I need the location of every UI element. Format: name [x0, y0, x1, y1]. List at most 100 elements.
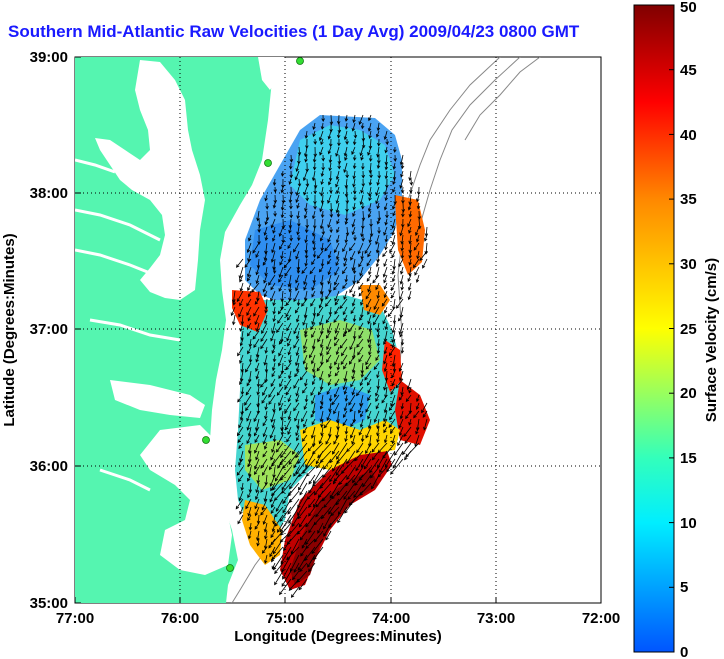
- velocity-arrow: [289, 154, 294, 163]
- velocity-arrow: [279, 378, 284, 388]
- velocity-arrow: [263, 314, 268, 325]
- velocity-arrow: [256, 210, 260, 222]
- velocity-arrow: [285, 386, 292, 396]
- velocity-arrow: [338, 498, 348, 516]
- velocity-arrow: [405, 394, 412, 403]
- velocity-arrow: [240, 330, 244, 341]
- velocity-arrow: [311, 538, 324, 555]
- velocity-arrow: [270, 378, 276, 387]
- velocity-arrow: [336, 442, 348, 460]
- velocity-arrow: [294, 410, 300, 422]
- velocity-arrow: [289, 162, 293, 170]
- velocity-arrow: [311, 282, 316, 291]
- velocity-arrow: [326, 322, 332, 334]
- velocity-arrow: [275, 466, 284, 482]
- velocity-arrow: [392, 202, 396, 210]
- velocity-arrow: [301, 434, 308, 442]
- velocity-arrow: [329, 210, 334, 218]
- velocity-arrow: [311, 314, 316, 326]
- velocity-arrow: [334, 330, 340, 341]
- colorbar-tick-label: 45: [680, 62, 697, 79]
- velocity-arrow: [400, 162, 405, 170]
- velocity-arrow: [247, 474, 252, 482]
- colorbar-tick-label: 20: [680, 385, 697, 402]
- velocity-arrow: [244, 394, 252, 406]
- velocity-arrow: [337, 162, 341, 170]
- velocity-arrow: [254, 442, 260, 454]
- velocity-arrow: [423, 418, 428, 431]
- velocity-arrow: [301, 410, 308, 423]
- velocity-arrow: [271, 242, 276, 254]
- velocity-arrow: [400, 346, 405, 354]
- velocity-arrow: [367, 386, 372, 394]
- velocity-arrow: [356, 274, 364, 284]
- velocity-arrow: [391, 234, 396, 246]
- velocity-arrow: [407, 202, 412, 211]
- velocity-arrow: [281, 218, 286, 230]
- velocity-arrow: [261, 322, 268, 335]
- velocity-arrow: [312, 250, 317, 259]
- velocity-arrow: [246, 298, 252, 307]
- velocity-arrow: [255, 322, 260, 333]
- velocity-arrow: [263, 442, 268, 450]
- velocity-arrow: [264, 402, 268, 411]
- velocity-arrow: [329, 114, 334, 126]
- velocity-arrow: [304, 202, 308, 212]
- velocity-arrow: [268, 538, 276, 549]
- velocity-arrow: [239, 506, 244, 515]
- velocity-arrow: [365, 442, 372, 455]
- velocity-arrow: [296, 210, 300, 220]
- velocity-arrow: [294, 370, 300, 378]
- velocity-arrow: [278, 266, 284, 278]
- velocity-arrow: [248, 338, 253, 348]
- velocity-arrow: [269, 458, 276, 471]
- velocity-arrow: [248, 522, 253, 531]
- velocity-arrow: [334, 378, 340, 387]
- velocity-arrow: [375, 234, 380, 245]
- velocity-arrow: [325, 434, 332, 445]
- velocity-arrow: [335, 194, 340, 204]
- velocity-arrow: [383, 426, 388, 434]
- velocity-arrow: [361, 202, 365, 210]
- velocity-arrow: [274, 562, 284, 575]
- velocity-arrow: [367, 250, 372, 258]
- velocity-arrow: [376, 346, 381, 355]
- velocity-arrow: [272, 538, 284, 555]
- velocity-arrow: [365, 402, 372, 413]
- velocity-arrow: [324, 298, 332, 307]
- velocity-arrow: [262, 386, 268, 396]
- velocity-arrow: [349, 338, 356, 351]
- velocity-arrow: [320, 138, 324, 146]
- velocity-arrow: [344, 186, 349, 198]
- velocity-arrow: [311, 338, 316, 350]
- velocity-arrow: [320, 426, 324, 437]
- velocity-arrow: [376, 162, 381, 170]
- velocity-arrow: [373, 410, 380, 423]
- velocity-arrow: [320, 186, 324, 197]
- velocity-arrow: [347, 490, 356, 500]
- velocity-arrow: [408, 210, 413, 218]
- velocity-arrow: [280, 250, 284, 260]
- velocity-arrow: [342, 306, 348, 316]
- velocity-arrow: [364, 242, 372, 255]
- velocity-arrow: [376, 418, 380, 430]
- velocity-arrow: [272, 474, 284, 491]
- velocity-arrow: [373, 298, 380, 310]
- velocity-arrow: [352, 138, 357, 146]
- velocity-arrow: [309, 266, 316, 275]
- velocity-arrow: [264, 530, 268, 540]
- velocity-arrow: [239, 274, 244, 283]
- velocity-arrow: [319, 402, 324, 410]
- velocity-arrow: [415, 402, 420, 410]
- velocity-arrow: [254, 466, 260, 476]
- velocity-arrow: [287, 426, 292, 435]
- velocity-arrow: [356, 338, 364, 348]
- velocity-arrow: [252, 330, 260, 340]
- y-tick-label: 35:00: [30, 595, 68, 612]
- velocity-arrow: [271, 346, 276, 354]
- velocity-arrow: [287, 338, 292, 347]
- velocity-arrow: [261, 394, 268, 404]
- velocity-arrow: [299, 562, 308, 573]
- velocity-arrow: [314, 482, 324, 496]
- velocity-arrow: [416, 202, 421, 210]
